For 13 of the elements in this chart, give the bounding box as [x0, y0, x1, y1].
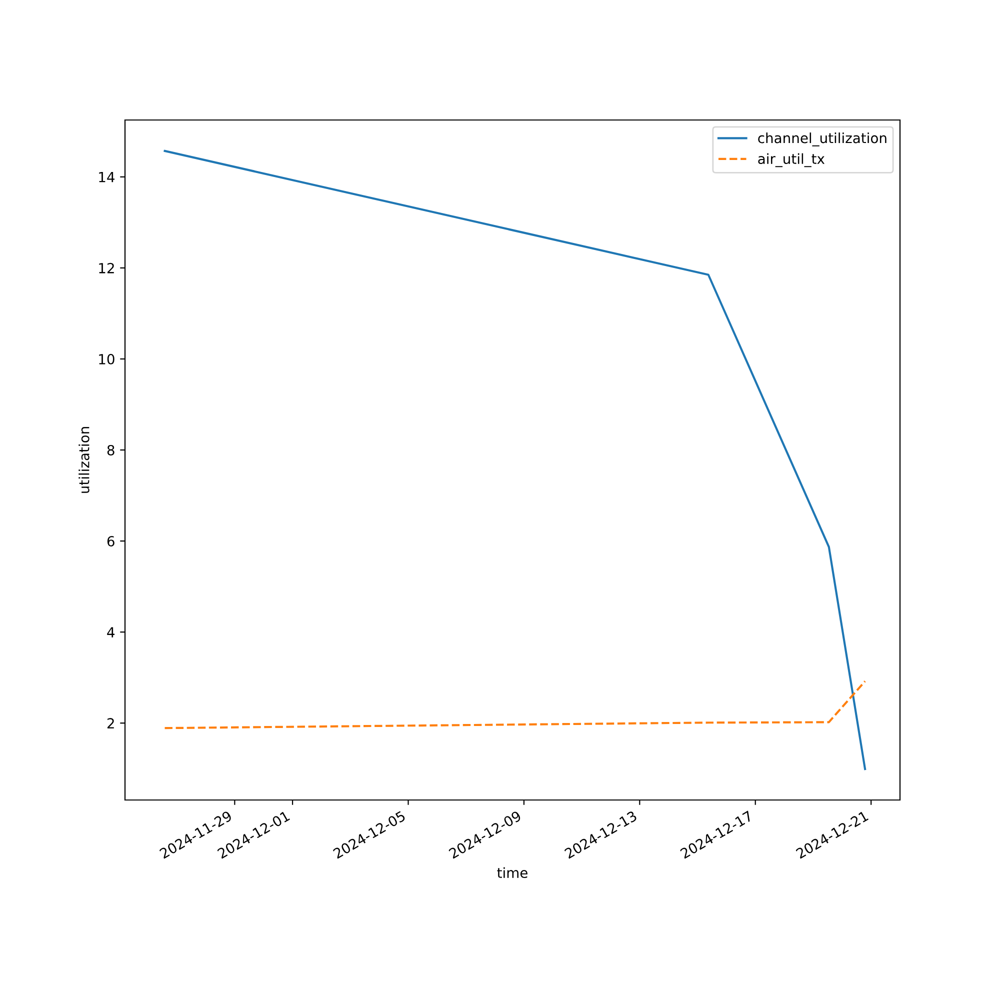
y-tick-label: 8 [107, 444, 114, 456]
y-tick-label: 14 [99, 172, 114, 182]
y-tick-label: 10 [99, 354, 114, 364]
legend-label: air_util_tx [758, 153, 825, 168]
y-tick-label: 4 [107, 627, 114, 638]
legend-label: channel_utilization [758, 132, 886, 146]
line-series [164, 150, 866, 770]
x-axis-title: time [497, 867, 528, 878]
y-tick-label: 2 [107, 718, 114, 728]
y-tick-label: 12 [99, 262, 114, 274]
y-tick-label: 6 [107, 536, 114, 546]
y-axis-title: utilization [78, 427, 90, 493]
line-series [164, 680, 866, 730]
